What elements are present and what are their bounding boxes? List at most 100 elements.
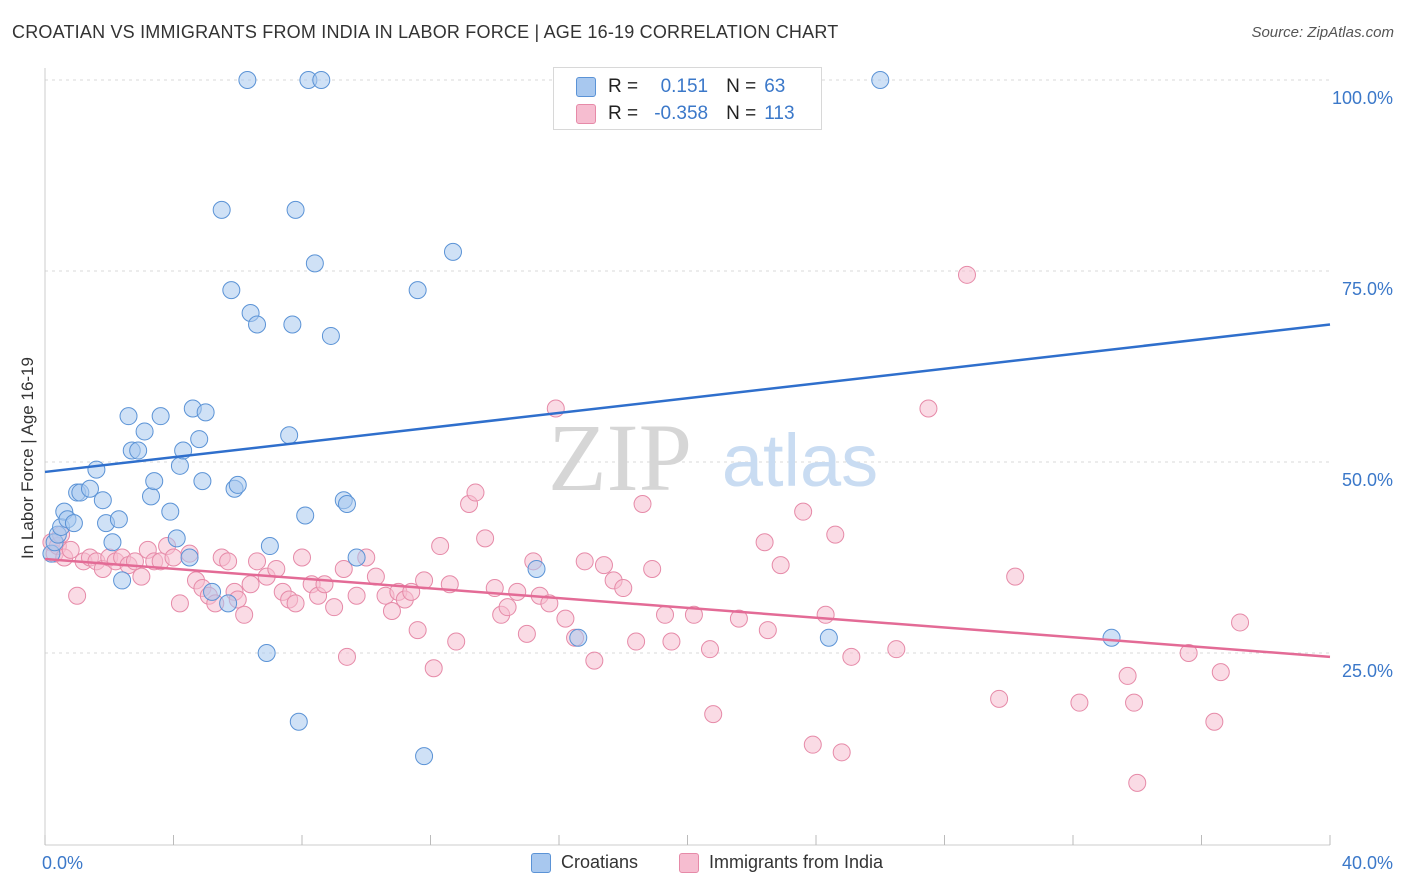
x-tick-label: 0.0% xyxy=(42,853,83,873)
point-croatians xyxy=(321,326,340,345)
trend-line-croatians xyxy=(44,323,1331,474)
point-india xyxy=(758,621,777,640)
point-india xyxy=(803,735,822,754)
source-label: Source: ZipAtlas.com xyxy=(1251,24,1394,41)
axes xyxy=(44,68,1331,846)
point-india xyxy=(286,594,305,613)
point-india xyxy=(315,575,334,594)
point-india xyxy=(132,567,151,586)
point-croatians xyxy=(161,502,180,521)
point-india xyxy=(656,605,675,624)
point-india xyxy=(170,594,189,613)
series-india-points xyxy=(42,265,1250,792)
point-croatians xyxy=(145,472,164,491)
y-tick-label: 50.0% xyxy=(1342,470,1393,490)
point-india xyxy=(842,647,861,666)
point-india xyxy=(887,640,906,659)
point-india xyxy=(643,559,662,578)
point-croatians xyxy=(203,582,222,601)
point-croatians xyxy=(142,487,161,506)
point-india xyxy=(575,552,594,571)
grid-lines xyxy=(45,79,1330,654)
x-tick-label: 40.0% xyxy=(1342,853,1393,873)
point-india xyxy=(293,548,311,567)
point-india xyxy=(704,705,723,724)
point-india xyxy=(408,621,427,640)
point-croatians xyxy=(527,559,546,578)
r-value-india: -0.358 xyxy=(654,103,709,124)
point-croatians xyxy=(257,644,276,662)
point-india xyxy=(68,586,87,605)
point-croatians xyxy=(283,315,302,334)
point-india xyxy=(235,605,254,624)
point-india xyxy=(248,552,267,571)
point-india xyxy=(347,586,366,605)
point-india xyxy=(957,265,976,284)
legend-swatch-india xyxy=(679,852,699,873)
n-label: N = xyxy=(726,103,757,124)
point-croatians xyxy=(280,426,299,445)
legend-label-croatians: Croatians xyxy=(561,852,639,872)
n-label: N = xyxy=(726,76,757,97)
point-croatians xyxy=(296,506,315,525)
point-india xyxy=(1118,666,1137,685)
r-label: R = xyxy=(608,76,639,97)
point-india xyxy=(627,632,646,651)
point-croatians xyxy=(196,403,215,422)
point-india xyxy=(1128,773,1147,792)
legend-label-india: Immigrants from India xyxy=(709,852,884,872)
legend-row-croatians: R = 0.151 N = 63 xyxy=(576,74,785,100)
point-india xyxy=(466,483,485,502)
point-india xyxy=(826,525,845,544)
point-croatians xyxy=(129,441,148,460)
n-value-india: 113 xyxy=(764,103,795,124)
point-croatians xyxy=(819,628,838,647)
correlation-legend: R = 0.151 N = 63 R = -0.358 N = 113 xyxy=(553,67,822,130)
legend-item-croatians[interactable]: Croatians xyxy=(531,852,638,873)
point-croatians xyxy=(119,407,138,426)
watermark: ZIP atlas xyxy=(548,404,878,511)
y-tick-label: 100.0% xyxy=(1332,88,1393,108)
point-india xyxy=(1006,567,1025,586)
point-india xyxy=(241,575,260,594)
point-croatians xyxy=(248,315,267,334)
point-croatians xyxy=(103,533,122,552)
point-croatians xyxy=(238,71,257,89)
point-india xyxy=(832,743,851,762)
point-india xyxy=(816,605,835,624)
point-india xyxy=(267,559,286,578)
y-tick-label: 25.0% xyxy=(1342,661,1393,681)
trend-lines xyxy=(44,323,1331,659)
series-legend: Croatians Immigrants from India xyxy=(0,852,1406,878)
point-india xyxy=(794,502,813,521)
chart-title: CROATIAN VS IMMIGRANTS FROM INDIA IN LAB… xyxy=(12,22,839,42)
point-india xyxy=(700,640,719,659)
legend-swatch-croatians xyxy=(531,852,551,873)
point-croatians xyxy=(80,479,99,498)
point-india xyxy=(556,609,575,628)
point-india xyxy=(325,598,344,617)
point-india xyxy=(517,624,536,643)
point-india xyxy=(1125,693,1144,712)
legend-item-india[interactable]: Immigrants from India xyxy=(679,852,883,873)
point-croatians xyxy=(337,495,356,514)
point-india xyxy=(614,579,633,598)
legend-swatch-india xyxy=(576,104,596,124)
point-croatians xyxy=(305,254,324,273)
point-croatians xyxy=(64,514,83,533)
point-india xyxy=(729,609,748,628)
point-croatians xyxy=(312,71,331,89)
legend-row-india: R = -0.358 N = 113 xyxy=(576,101,795,127)
point-india xyxy=(382,601,401,620)
axis-labels: 25.0% 50.0% 75.0% 100.0% 0.0% 40.0% In Labor F… xyxy=(18,88,1393,873)
point-croatians xyxy=(170,456,189,475)
point-croatians xyxy=(212,200,231,219)
point-croatians xyxy=(193,472,212,491)
point-india xyxy=(594,556,613,575)
point-croatians xyxy=(347,548,366,567)
point-croatians xyxy=(286,200,305,219)
point-india xyxy=(540,594,559,613)
point-india xyxy=(684,605,703,624)
point-india xyxy=(337,647,356,666)
